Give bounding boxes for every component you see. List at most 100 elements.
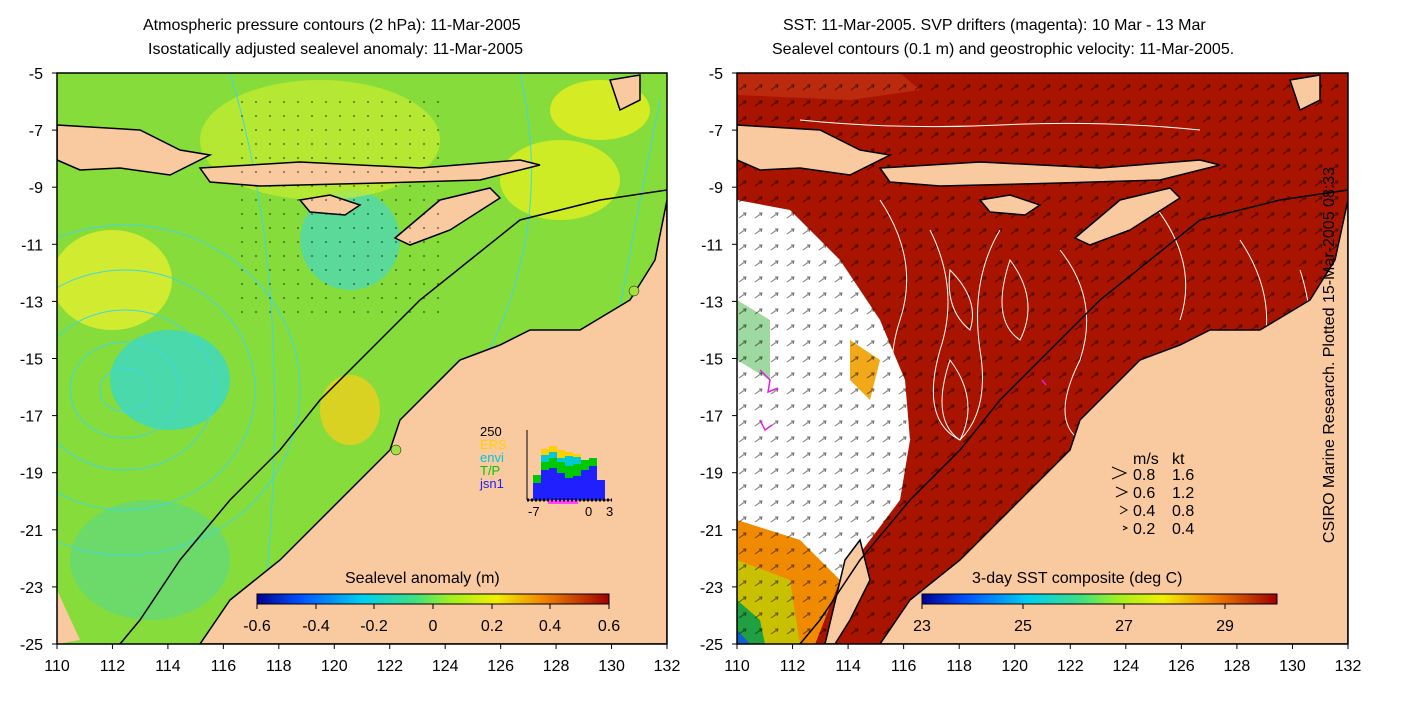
right-colorbar-label: 3-day SST composite (deg C)	[972, 570, 1182, 587]
left-ytick-label: -13	[20, 294, 43, 311]
left-ytick-label: -19	[20, 466, 43, 483]
left-ytick-label: -5	[29, 66, 43, 83]
right-xtick-label: 118	[946, 658, 972, 675]
left-ytick-label: -23	[20, 580, 43, 597]
inset-legend-jsn1: jsn1	[479, 476, 504, 491]
left-xtick-label: 110	[44, 658, 70, 675]
left-ytick-label: -21	[20, 523, 43, 540]
velocity-key-row4-kt: 0.4	[1172, 521, 1194, 538]
right-xtick-label: 130	[1279, 658, 1306, 675]
inset-xtick-1: -7	[528, 504, 540, 519]
left-ytick-label: -15	[20, 352, 43, 369]
left-title-line1: Atmospheric pressure contours (2 hPa): 1…	[143, 17, 521, 34]
left-xtick-label: 116	[211, 658, 237, 675]
left-cbar-tick-2: -0.4	[302, 618, 330, 635]
left-cbar-tick-6: 0.4	[539, 618, 561, 635]
left-shelf-line	[119, 189, 667, 644]
right-ytick-label: -9	[709, 180, 723, 197]
right-xtick-label: 128	[1224, 658, 1251, 675]
velocity-key-arrow-4	[1122, 525, 1129, 531]
right-xtick-label: 124	[1112, 658, 1139, 675]
right-xtick-label: 112	[780, 658, 806, 675]
right-ytick-label: -11	[701, 237, 723, 254]
right-cbar-tick-4: 29	[1216, 618, 1234, 635]
inset-top-tick: 250	[480, 424, 502, 439]
right-ytick-label: -5	[709, 66, 723, 83]
velocity-key: m/s kt 0.8 1.6 0.6 1.2 0.4 0.8 0.2 0.4	[1111, 451, 1194, 538]
velocity-key-row1-kt: 1.6	[1172, 467, 1194, 484]
left-dot-field	[240, 100, 440, 320]
right-ytick-label: -25	[700, 637, 723, 654]
velocity-key-row2-ms: 0.6	[1133, 485, 1155, 502]
right-ytick-label: -23	[700, 580, 723, 597]
velocity-key-arrow-3	[1119, 505, 1129, 515]
right-shelf-line	[799, 189, 1348, 644]
credit-text: CSIRO Marine Research. Plotted 15-Mar-20…	[1321, 166, 1338, 544]
left-cbar-tick-3: -0.2	[360, 618, 388, 635]
velocity-key-arrow-2	[1115, 486, 1129, 498]
left-ytick-label: -7	[29, 123, 43, 140]
right-xtick-label: 116	[891, 658, 917, 675]
left-xtick-label: 132	[654, 658, 681, 675]
left-xtick-label: 114	[155, 658, 181, 675]
right-ytick-label: -21	[700, 523, 723, 540]
velocity-key-row4-ms: 0.2	[1133, 521, 1155, 538]
left-title-line2: Isostatically adjusted sealevel anomaly:…	[148, 41, 524, 58]
inset-legend-envi: envi	[480, 450, 504, 465]
right-xtick-label: 132	[1335, 658, 1362, 675]
left-xtick-label: 128	[543, 658, 570, 675]
right-ytick-label: -19	[700, 466, 723, 483]
right-xtick-label: 114	[835, 658, 861, 675]
left-xtick-label: 120	[321, 658, 348, 675]
left-ytick-label: -17	[20, 409, 43, 426]
right-cbar-tick-1: 23	[913, 618, 931, 635]
left-ytick-label: -11	[21, 237, 43, 254]
left-xtick-label: 124	[432, 658, 459, 675]
right-ytick-label: -17	[700, 409, 723, 426]
right-ytick-label: -15	[700, 352, 723, 369]
left-cbar-tick-4: 0	[429, 618, 438, 635]
right-title-line1: SST: 11-Mar-2005. SVP drifters (magenta)…	[783, 17, 1206, 34]
left-station-marker-2	[628, 285, 640, 297]
right-ytick-label: -7	[709, 123, 723, 140]
velocity-key-header-kt: kt	[1172, 451, 1185, 468]
inset-xtick-3: 3	[606, 504, 613, 519]
left-cbar-tick-7: 0.6	[598, 618, 620, 635]
right-xtick-label: 122	[1057, 658, 1084, 675]
right-xtick-label: 110	[724, 658, 750, 675]
right-drifter-tracks	[759, 369, 1047, 432]
left-inset-histogram: 250 ERS envi T/P jsn1 -7 0 3	[479, 424, 613, 519]
left-ytick-label: -25	[20, 637, 43, 654]
inset-xtick-2: 0	[585, 504, 592, 519]
right-xtick-label: 120	[1001, 658, 1028, 675]
right-colorbar: 3-day SST composite (deg C) 23 25 27 29	[913, 570, 1278, 635]
left-xtick-label: 130	[598, 658, 625, 675]
velocity-key-row3-kt: 0.8	[1172, 503, 1194, 520]
right-land	[737, 74, 1348, 644]
left-cbar-tick-5: 0.2	[481, 618, 503, 635]
right-ytick-label: -13	[700, 294, 723, 311]
velocity-key-row1-ms: 0.8	[1133, 467, 1155, 484]
right-cbar-tick-2: 25	[1014, 618, 1032, 635]
left-ytick-label: -9	[29, 180, 43, 197]
velocity-key-row3-ms: 0.4	[1133, 503, 1155, 520]
velocity-key-arrow-1	[1111, 466, 1128, 480]
left-station-marker-1	[390, 444, 402, 456]
left-colorbar-label: Sealevel anomaly (m)	[345, 570, 500, 587]
inset-legend-ers: ERS	[480, 437, 507, 452]
velocity-key-header-ms: m/s	[1133, 451, 1159, 468]
right-title-line2: Sealevel contours (0.1 m) and geostrophi…	[772, 41, 1235, 58]
left-cbar-tick-1: -0.6	[243, 618, 271, 635]
left-axes: 110 112 114 116 118 120 122 124 126 128 130 132 -5 -7…	[20, 66, 681, 675]
right-xtick-label: 126	[1168, 658, 1195, 675]
left-xtick-label: 112	[100, 658, 126, 675]
left-xtick-label: 126	[487, 658, 514, 675]
right-cbar-tick-3: 27	[1115, 618, 1133, 635]
inset-legend-tp: T/P	[480, 463, 500, 478]
left-xtick-label: 118	[266, 658, 292, 675]
left-xtick-label: 122	[376, 658, 403, 675]
left-colorbar: Sealevel anomaly (m) -0.6 -0.4 -0.2 0 0.…	[243, 570, 620, 635]
right-axes: 110 112 114 116 118 120 122 124 126 128 130 132 -5 -7…	[700, 66, 1362, 675]
